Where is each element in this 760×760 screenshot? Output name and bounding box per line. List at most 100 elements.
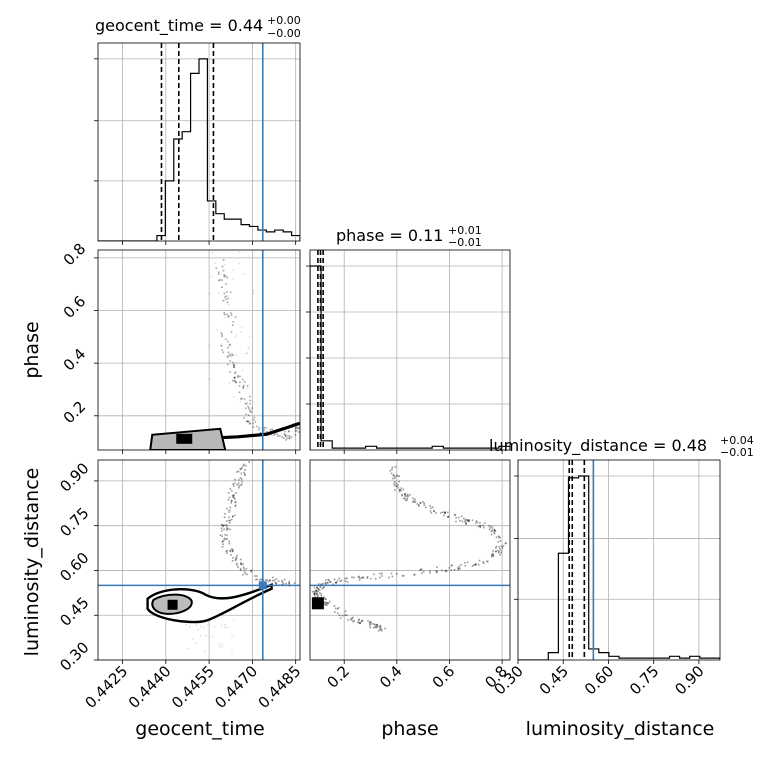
x-tick-label: 0.4440: [125, 662, 175, 712]
sample-point: [206, 624, 209, 626]
sample-point: [325, 579, 327, 581]
sample-point: [357, 621, 359, 623]
sample-point: [324, 601, 327, 603]
sample-point: [241, 397, 243, 400]
sample-point: [287, 430, 290, 433]
sample-point: [400, 487, 403, 489]
sample-point: [233, 365, 236, 367]
sample-point: [226, 549, 229, 552]
sample-point: [281, 581, 284, 583]
sample-point: [499, 548, 501, 550]
sample-point: [494, 529, 496, 532]
sample-point: [246, 385, 249, 387]
sample-point: [248, 409, 251, 411]
sample-point: [220, 248, 221, 249]
sample-point: [369, 577, 372, 580]
sample-point: [235, 361, 237, 363]
sample-point: [492, 552, 494, 555]
panel-frame-33: [517, 459, 721, 661]
sample-point: [254, 421, 257, 423]
sample-point: [393, 475, 396, 478]
sample-point: [324, 602, 326, 604]
sample-point: [231, 652, 233, 655]
sample-point: [225, 283, 227, 285]
sample-point: [467, 519, 470, 522]
sample-point: [401, 575, 404, 577]
sample-point: [242, 574, 244, 576]
sample-point: [221, 535, 223, 537]
sample-point: [235, 556, 237, 559]
sample-point: [285, 439, 287, 441]
sample-point: [299, 427, 300, 429]
sample-point: [374, 623, 376, 626]
sample-point: [479, 525, 482, 527]
sample-point: [231, 550, 234, 553]
sample-point: [402, 575, 405, 577]
title-luminosity-distance: luminosity_distance = 0.48: [489, 436, 707, 456]
sample-point: [262, 579, 265, 581]
sample-point: [224, 626, 226, 628]
sample-point: [358, 619, 360, 622]
sample-point: [295, 426, 298, 429]
sample-point: [231, 379, 234, 382]
sample-point: [263, 427, 266, 429]
sample-point: [405, 499, 407, 502]
sample-point: [227, 340, 229, 343]
sample-point: [228, 353, 231, 356]
sample-point: [494, 530, 497, 532]
sample-point: [464, 564, 467, 567]
sample-point: [391, 575, 394, 578]
sample-point: [457, 567, 459, 569]
sample-point: [239, 375, 241, 378]
sample-point: [327, 578, 330, 581]
sample-point: [406, 493, 409, 496]
histogram-luminosity_distance: [518, 460, 720, 660]
sample-point: [237, 470, 240, 473]
sample-point: [234, 371, 237, 373]
sample-point: [235, 354, 237, 356]
sample-point: [199, 625, 202, 628]
sample-point: [326, 602, 328, 604]
sample-point: [317, 590, 319, 592]
sample-point: [232, 549, 234, 552]
sample-point: [316, 593, 319, 595]
sample-point: [231, 324, 234, 326]
sample-point: [233, 496, 235, 499]
sample-point: [283, 433, 286, 435]
sample-point: [324, 582, 327, 584]
sample-point: [429, 572, 431, 574]
sample-point: [221, 345, 223, 347]
sample-point: [369, 623, 372, 625]
sample-point: [381, 630, 383, 632]
sample-point: [252, 419, 255, 421]
sample-point: [479, 526, 482, 529]
sample-point: [217, 271, 220, 273]
sample-point: [235, 381, 237, 383]
sample-point: [335, 581, 337, 584]
sample-point: [284, 434, 286, 436]
sample-point: [394, 477, 396, 480]
sample-point: [329, 581, 331, 583]
sample-point: [243, 568, 245, 570]
truth-marker: [258, 581, 267, 590]
sample-point: [232, 364, 235, 366]
sample-point: [226, 301, 229, 304]
y-tick-label: 0.4: [60, 345, 90, 375]
sample-point: [243, 463, 245, 466]
sample-point: [221, 541, 224, 543]
sample-point: [210, 276, 212, 278]
sample-point: [388, 576, 390, 579]
sample-point: [233, 376, 236, 379]
sample-point: [447, 511, 449, 514]
sample-point: [235, 334, 238, 336]
sample-point: [482, 562, 485, 565]
sample-point: [252, 426, 255, 428]
pair-distance-vs-phase: [310, 466, 510, 632]
sample-point: [269, 579, 271, 581]
sample-point: [433, 510, 435, 513]
sample-point: [222, 351, 225, 354]
sample-point: [277, 580, 280, 582]
sample-point: [224, 624, 226, 626]
sample-point: [467, 519, 470, 521]
sample-point: [284, 430, 286, 433]
